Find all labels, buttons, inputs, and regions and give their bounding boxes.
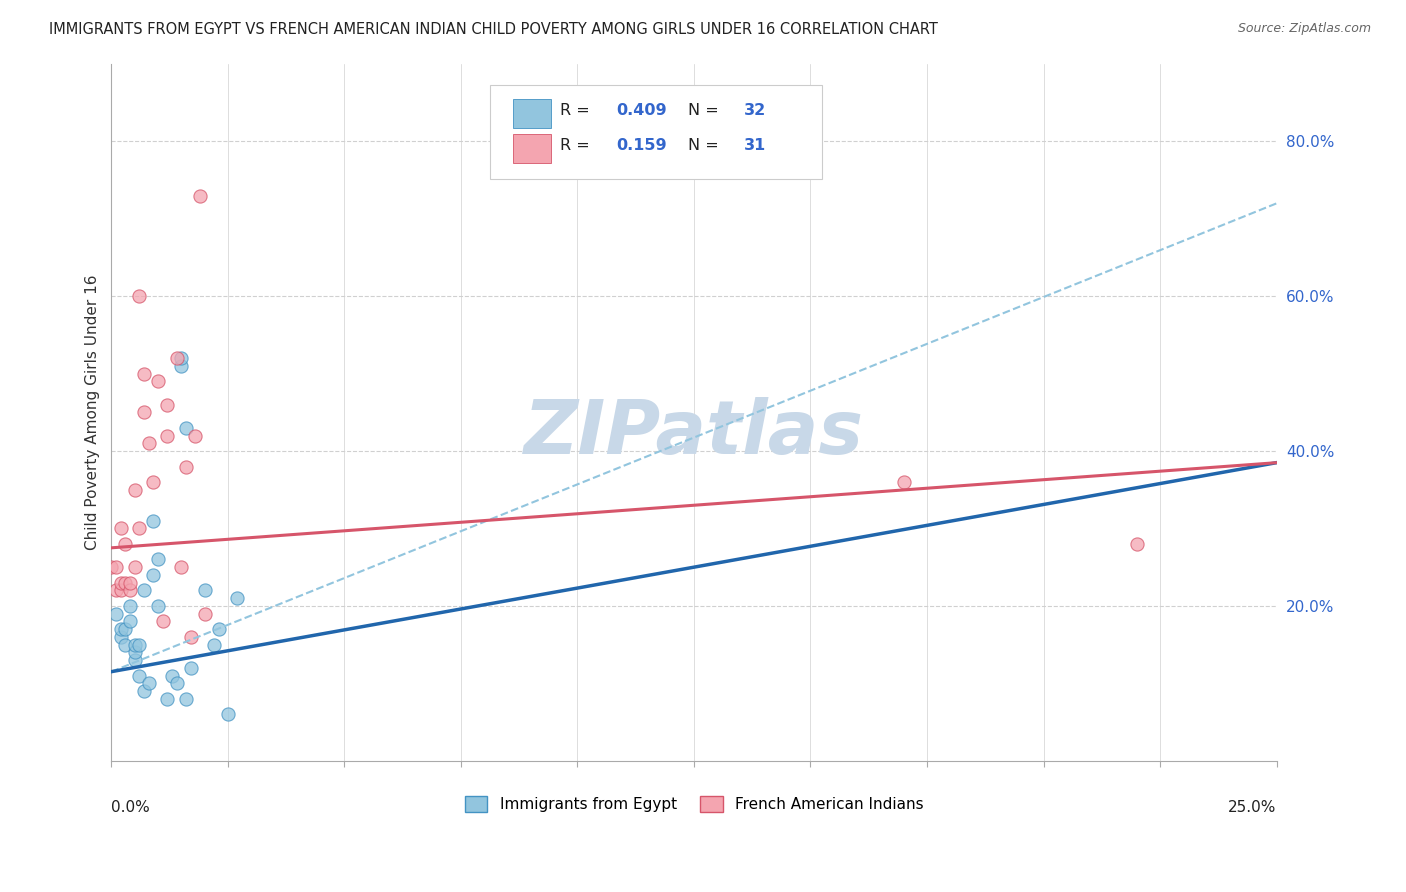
Point xyxy=(110,521,132,535)
FancyBboxPatch shape xyxy=(491,85,823,179)
Point xyxy=(142,514,165,528)
Point xyxy=(110,622,132,636)
Point xyxy=(142,475,165,489)
Point xyxy=(156,691,179,706)
Point xyxy=(174,421,197,435)
Point xyxy=(180,630,202,644)
Text: 32: 32 xyxy=(744,103,766,119)
Point xyxy=(124,560,146,574)
Y-axis label: Child Poverty Among Girls Under 16: Child Poverty Among Girls Under 16 xyxy=(86,275,100,550)
Text: 0.0%: 0.0% xyxy=(111,799,150,814)
Point xyxy=(138,436,160,450)
Point xyxy=(170,359,193,373)
Point xyxy=(156,398,179,412)
Point xyxy=(114,537,136,551)
Text: IMMIGRANTS FROM EGYPT VS FRENCH AMERICAN INDIAN CHILD POVERTY AMONG GIRLS UNDER : IMMIGRANTS FROM EGYPT VS FRENCH AMERICAN… xyxy=(49,22,938,37)
Point xyxy=(194,607,217,621)
Point xyxy=(118,583,141,598)
Point xyxy=(128,668,150,682)
Text: 31: 31 xyxy=(744,138,766,153)
Point xyxy=(128,521,150,535)
Point xyxy=(180,661,202,675)
Point xyxy=(174,691,197,706)
Text: N =: N = xyxy=(688,103,724,119)
Point xyxy=(105,560,128,574)
Point xyxy=(132,583,155,598)
Point xyxy=(132,405,155,419)
Point xyxy=(893,475,915,489)
Point xyxy=(114,638,136,652)
Point xyxy=(160,668,183,682)
Point xyxy=(207,622,229,636)
Point xyxy=(142,568,165,582)
Point xyxy=(128,638,150,652)
Point xyxy=(128,289,150,303)
Point xyxy=(124,483,146,497)
FancyBboxPatch shape xyxy=(513,134,551,163)
Text: ZIPatlas: ZIPatlas xyxy=(524,397,863,470)
Legend: Immigrants from Egypt, French American Indians: Immigrants from Egypt, French American I… xyxy=(464,797,924,813)
Point xyxy=(110,575,132,590)
Text: R =: R = xyxy=(560,138,595,153)
Point xyxy=(100,560,122,574)
Point xyxy=(146,375,169,389)
Point xyxy=(118,575,141,590)
Point xyxy=(132,684,155,698)
Point xyxy=(1125,537,1147,551)
Point xyxy=(118,599,141,613)
Point xyxy=(118,615,141,629)
Point xyxy=(152,615,174,629)
Point xyxy=(166,676,188,690)
Point xyxy=(184,428,207,442)
Point xyxy=(170,560,193,574)
Point xyxy=(226,591,249,606)
Point xyxy=(105,607,128,621)
Text: N =: N = xyxy=(688,138,724,153)
Point xyxy=(194,583,217,598)
Point xyxy=(114,622,136,636)
FancyBboxPatch shape xyxy=(513,99,551,128)
Point xyxy=(188,188,211,202)
Point xyxy=(124,645,146,659)
Point xyxy=(124,638,146,652)
Text: R =: R = xyxy=(560,103,595,119)
Text: 0.409: 0.409 xyxy=(616,103,666,119)
Text: 0.159: 0.159 xyxy=(616,138,666,153)
Point xyxy=(202,638,225,652)
Point xyxy=(166,351,188,366)
Point xyxy=(124,653,146,667)
Point xyxy=(170,351,193,366)
Point xyxy=(132,367,155,381)
Point xyxy=(138,676,160,690)
Text: 25.0%: 25.0% xyxy=(1229,799,1277,814)
Point xyxy=(110,583,132,598)
Point xyxy=(110,630,132,644)
Point xyxy=(156,428,179,442)
Point xyxy=(217,707,239,722)
Point xyxy=(174,459,197,474)
Point xyxy=(146,599,169,613)
Point xyxy=(114,575,136,590)
Text: Source: ZipAtlas.com: Source: ZipAtlas.com xyxy=(1237,22,1371,36)
Point xyxy=(105,583,128,598)
Point xyxy=(146,552,169,566)
